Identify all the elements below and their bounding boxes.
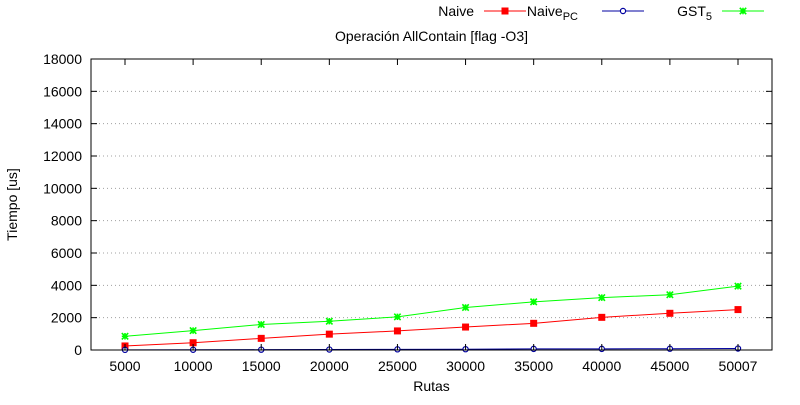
series-line [124,309,739,347]
y-tick-label: 18000 [43,51,82,67]
legend-label: NaivePC [527,3,578,23]
x-tick-label: 20000 [310,358,349,374]
y-tick-label: 10000 [43,180,82,196]
x-tick-label: 15000 [242,358,281,374]
series-line [124,285,739,337]
legend-entry: NaivePC [527,3,644,23]
x-tick-label: 45000 [650,358,689,374]
series-3 [121,282,742,341]
data-point [529,298,538,306]
y-tick-label: 4000 [51,277,82,293]
legend-marker [501,7,509,15]
legend: Naive NaivePC GST5 [438,3,764,23]
x-tick-label: 30000 [446,358,485,374]
y-tick-label: 16000 [43,83,82,99]
data-point [666,309,674,317]
legend-entry: GST5 [677,3,764,23]
data-point [189,326,197,335]
data-point [598,293,606,302]
y-tick-label: 14000 [43,116,82,132]
legend-entry: Naive [438,3,526,19]
data-point [530,319,538,327]
legend-label: Naive [438,3,474,19]
y-tick-label: 0 [74,342,82,358]
grid-lines [91,90,772,319]
chart-title: Operación AllContain [flag -O3] [335,28,528,44]
data-point [393,327,401,335]
y-tick-label: 8000 [51,213,82,229]
data-point [598,313,606,321]
y-tick-label: 2000 [51,310,82,326]
data-point [121,332,129,341]
y-axis-label: Tiempo [us] [4,168,20,241]
data-point [325,317,334,325]
data-point [666,290,674,299]
data-point [461,303,470,312]
plot-frame [90,58,773,351]
x-tick-label: 10000 [174,358,213,374]
data-point [462,323,470,331]
data-point [734,306,742,314]
data-point [257,320,265,329]
x-tick-label: 40000 [582,358,621,374]
data-point [325,330,333,338]
data-point [189,339,197,347]
x-tick-label: 50007 [719,358,758,374]
axis-ticks: 0 2000 4000 6000 8000 10000 12000 14000 16000 180… [43,51,772,374]
legend-marker [619,7,627,15]
y-tick-label: 12000 [43,148,82,164]
x-axis-label: Rutas [413,378,450,394]
y-tick-label: 6000 [51,245,82,261]
legend-label: GST5 [677,3,712,23]
series-2 [121,345,742,354]
x-tick-label: 35000 [514,358,553,374]
legend-marker [739,7,747,15]
x-tick-label: 25000 [378,358,417,374]
data-point [257,334,265,342]
x-tick-label: 5000 [109,358,140,374]
data-point [393,313,402,321]
data-point [734,282,742,290]
